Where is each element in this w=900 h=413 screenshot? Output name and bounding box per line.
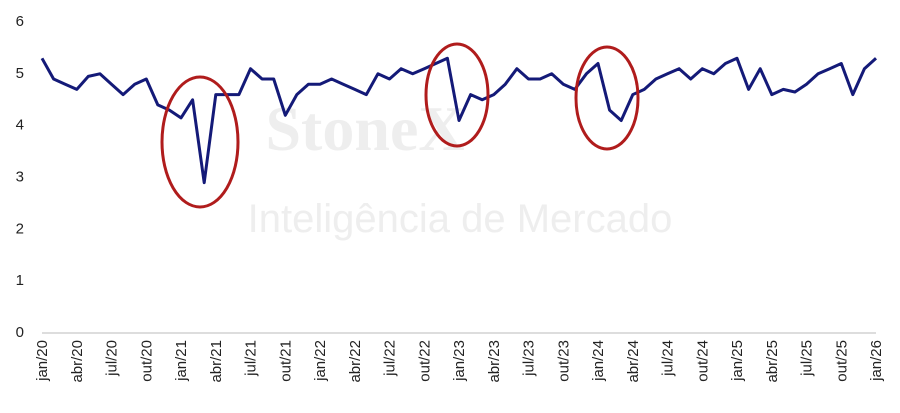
x-tick-label: abr/20	[69, 340, 86, 383]
data-line	[40, 56, 878, 185]
y-tick-label: 2	[16, 220, 24, 237]
x-tick-label: jan/24	[590, 340, 607, 382]
x-tick-label: out/23	[555, 340, 572, 382]
x-tick-label: jul/24	[660, 340, 677, 377]
x-tick-label: out/24	[694, 340, 711, 382]
x-tick-label: jul/25	[799, 340, 816, 377]
x-tick-label: out/22	[416, 340, 433, 382]
x-tick-label: abr/23	[486, 340, 503, 383]
y-tick-label: 6	[16, 13, 24, 30]
y-tick-label: 0	[16, 324, 24, 341]
x-tick-label: jul/21	[243, 340, 260, 377]
watermark-brand: StoneX	[265, 93, 464, 164]
x-tick-label: jul/23	[521, 340, 538, 377]
x-tick-label: jul/20	[104, 340, 121, 377]
x-tick-label: jan/25	[729, 340, 746, 382]
highlight-ellipse	[160, 75, 240, 209]
x-tick-label: jan/20	[34, 340, 51, 382]
x-tick-label: abr/25	[764, 340, 781, 383]
x-tick-label: out/25	[833, 340, 850, 382]
x-tick-label: abr/21	[208, 340, 225, 383]
x-tick-label: out/20	[138, 340, 155, 382]
x-tick-label: jan/21	[173, 340, 190, 382]
x-tick-label: jan/22	[312, 340, 329, 382]
x-tick-label: abr/24	[625, 340, 642, 383]
x-tick-label: out/21	[277, 340, 294, 382]
x-tick-label: jan/23	[451, 340, 468, 382]
highlight-ellipse	[424, 42, 490, 148]
highlight-ellipse	[574, 45, 640, 151]
y-tick-label: 5	[16, 65, 24, 82]
plot-area: 0 1 2 3 4 5 6 jan/20 abr/20 jul/20 out/20 jan/21 abr…	[16, 13, 885, 383]
y-tick-label: 4	[16, 117, 24, 134]
watermark-subtitle: Inteligência de Mercado	[248, 197, 673, 241]
x-tick-label: jan/26	[868, 340, 885, 382]
y-tick-label: 1	[16, 272, 24, 289]
x-tick-label: abr/22	[347, 340, 364, 383]
x-tick-label: jul/22	[382, 340, 399, 377]
y-tick-label: 3	[16, 168, 24, 185]
